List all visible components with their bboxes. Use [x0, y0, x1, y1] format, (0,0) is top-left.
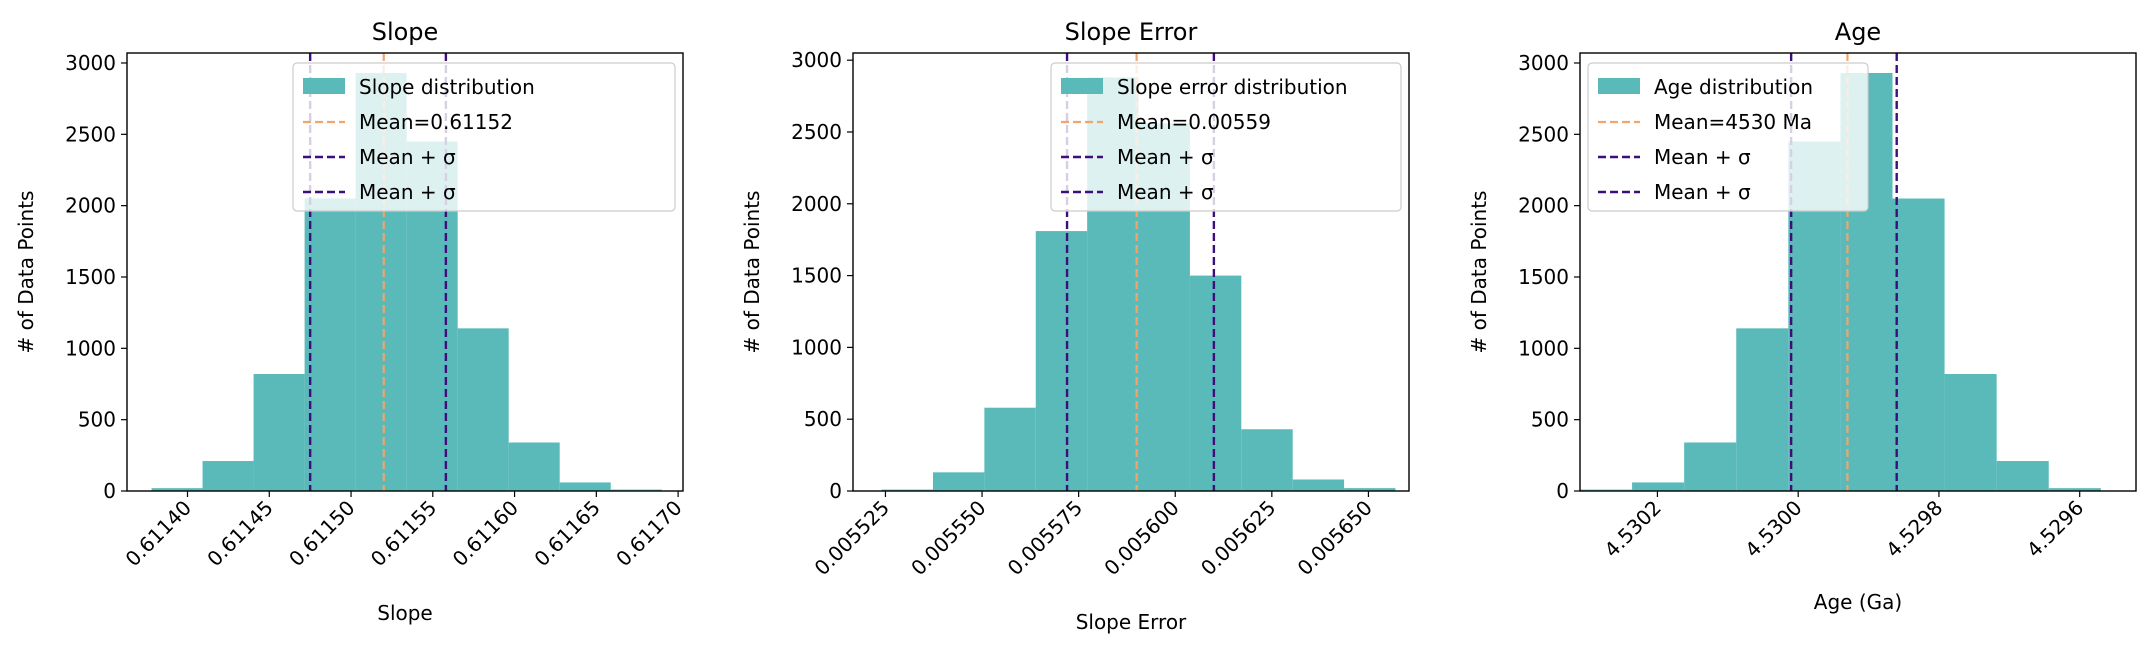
axes-frame: [126, 52, 684, 492]
histogram-bar: [253, 374, 305, 491]
histogram-bar: [304, 198, 356, 492]
histogram-bar: [1292, 479, 1345, 491]
legend-entry: Slope distribution: [359, 75, 535, 99]
x-tick-label: 4.5298: [1881, 496, 1947, 562]
x-tick-label: 0.005525: [810, 496, 894, 580]
histogram-bar: [151, 488, 203, 491]
histogram-bar: [1632, 482, 1685, 491]
x-tick-label: 0.005550: [906, 496, 990, 580]
histogram-bar: [1189, 275, 1242, 491]
axes-frame: [1579, 52, 2137, 492]
legend-box: [292, 62, 676, 212]
histogram-bar: [932, 472, 985, 491]
chart-title: Slope: [372, 18, 439, 46]
histogram-bar: [881, 489, 933, 491]
legend: Slope distribution Mean=0.61152 Mean + σ Me…: [292, 62, 676, 212]
histogram-bar: [984, 407, 1036, 491]
y-tick-label: 500: [78, 408, 116, 432]
x-axis-label: Slope Error: [1076, 610, 1187, 634]
histogram-bar: [202, 461, 254, 491]
histogram-bar: [1035, 231, 1088, 491]
x-tick-label: 0.61140: [121, 496, 196, 571]
chart-title: Age: [1835, 18, 1881, 46]
x-tick-label: 0.61170: [611, 496, 686, 571]
histogram-bar: [1684, 442, 1737, 491]
legend-entry: Slope error distribution: [1117, 75, 1348, 99]
x-tick-label: 0.61165: [529, 496, 604, 571]
x-axis-label: Slope: [377, 601, 433, 625]
legend-entry: Age distribution: [1654, 75, 1813, 99]
legend-entry: Mean=0.61152: [359, 110, 513, 134]
x-tick-label: 0.61150: [284, 496, 359, 571]
histogram-bar: [457, 328, 509, 491]
histogram-bar: [1944, 374, 1997, 491]
x-tick-label: 4.5300: [1740, 496, 1806, 562]
histogram-bar: [610, 489, 662, 491]
y-tick-label: 0: [829, 479, 842, 503]
x-tick-label: 0.005600: [1099, 496, 1183, 580]
legend-entry: Mean + σ: [1654, 145, 1751, 169]
legend-box: [1587, 62, 1869, 212]
y-tick-label: 1000: [65, 336, 116, 360]
subplot-3: 0 500 1000 1500 2000 2500 3000 4.5302 4.5300 4.52…: [1467, 18, 2137, 614]
subplot-2: 0 500 1000 1500 2000 2500 3000 0.005525 0.005550…: [740, 18, 1410, 634]
legend-entry: Mean + σ: [1117, 145, 1214, 169]
y-tick-label: 500: [1531, 408, 1569, 432]
y-tick-label: 1500: [1518, 265, 1569, 289]
y-tick-label: 2500: [791, 120, 842, 144]
x-tick-label: 0.61145: [202, 496, 277, 571]
histogram-bar: [559, 482, 611, 491]
legend: Age distribution Mean=4530 Ma Mean + σ Mean…: [1587, 62, 1869, 212]
legend-swatch-bar: [1598, 78, 1640, 94]
histogram-bar: [1736, 328, 1789, 491]
x-tick-label: 0.61155: [366, 496, 441, 571]
chart-title: Slope Error: [1065, 18, 1198, 46]
y-tick-label: 2500: [1518, 122, 1569, 146]
histogram-bar: [1996, 461, 2049, 491]
y-axis-label: # of Data Points: [1467, 191, 1491, 354]
legend-entry: Mean + σ: [1117, 180, 1214, 204]
histogram-bar: [1580, 489, 1633, 491]
legend-box: [1050, 62, 1402, 212]
y-tick-label: 0: [103, 479, 116, 503]
y-tick-label: 2500: [65, 122, 116, 146]
histogram-bar: [508, 442, 560, 491]
x-tick-label: 0.005575: [1003, 496, 1087, 580]
histogram-bar: [1241, 429, 1293, 491]
x-tick-label: 0.61160: [448, 496, 523, 571]
y-tick-label: 0: [1556, 479, 1569, 503]
x-axis-label: Age (Ga): [1814, 590, 1902, 614]
y-tick-label: 3000: [65, 51, 116, 75]
x-tick-label: 0.005650: [1293, 496, 1377, 580]
histogram-bar: [2048, 488, 2101, 491]
y-tick-label: 2000: [65, 194, 116, 218]
y-tick-label: 1000: [1518, 336, 1569, 360]
y-axis-label: # of Data Points: [14, 191, 38, 354]
y-tick-label: 3000: [1518, 51, 1569, 75]
x-tick-label: 4.5302: [1599, 496, 1665, 562]
legend: Slope error distribution Mean=0.00559 Mean…: [1050, 62, 1402, 212]
y-tick-label: 500: [804, 407, 842, 431]
y-tick-label: 1000: [791, 335, 842, 359]
y-tick-label: 1500: [65, 265, 116, 289]
legend-entry: Mean + σ: [359, 180, 456, 204]
histogram-bar: [1892, 198, 1945, 492]
y-tick-label: 2000: [1518, 194, 1569, 218]
legend-swatch-bar: [303, 78, 345, 94]
legend-entry: Mean=4530 Ma: [1654, 110, 1812, 134]
axes-frame: [852, 52, 1410, 492]
legend-entry: Mean + σ: [1654, 180, 1751, 204]
y-axis-label: # of Data Points: [740, 191, 764, 354]
y-tick-label: 2000: [791, 192, 842, 216]
histogram-bar: [1344, 488, 1396, 491]
legend-entry: Mean + σ: [359, 145, 456, 169]
y-tick-label: 1500: [791, 264, 842, 288]
x-tick-label: 0.005625: [1196, 496, 1280, 580]
legend-swatch-bar: [1061, 78, 1103, 94]
x-tick-label: 4.5296: [2022, 496, 2088, 562]
legend-entry: Mean=0.00559: [1117, 110, 1271, 134]
y-tick-label: 3000: [791, 48, 842, 72]
